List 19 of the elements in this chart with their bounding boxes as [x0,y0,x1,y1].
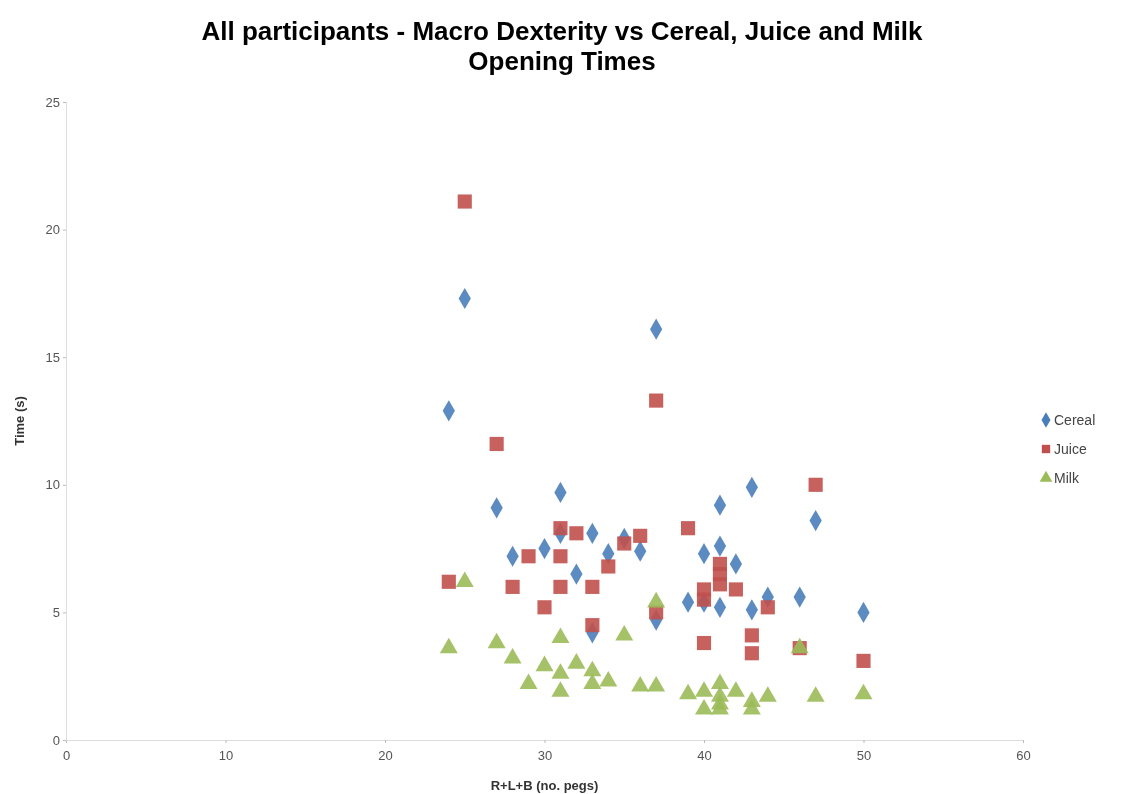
x-tick-label: 50 [856,748,872,764]
x-tick-label: 60 [1016,748,1031,764]
x-tick-label: 20 [378,748,393,764]
y-tick-label: 10 [45,477,60,493]
legend-label: Juice [1054,441,1087,457]
x-tick-label: 30 [537,748,553,764]
x-axis-title: R+L+B (no. pegs) [490,778,599,793]
y-tick-label: 15 [45,349,60,365]
legend-label: Cereal [1054,412,1096,428]
x-tick-label: 40 [697,748,712,764]
y-tick-label: 25 [45,94,60,110]
y-axis-title: Time (s) [12,396,27,446]
x-tick-label: 0 [62,748,71,764]
legend-label: Milk [1054,470,1080,486]
x-tick-label: 10 [218,748,234,764]
y-tick-label: 5 [52,605,60,621]
y-tick-label: 20 [45,222,60,238]
y-tick-label: 0 [52,732,60,748]
chart-title: All participants - Macro Dexterity vs Cereal, Juice and Milk Opening Times [201,16,924,76]
